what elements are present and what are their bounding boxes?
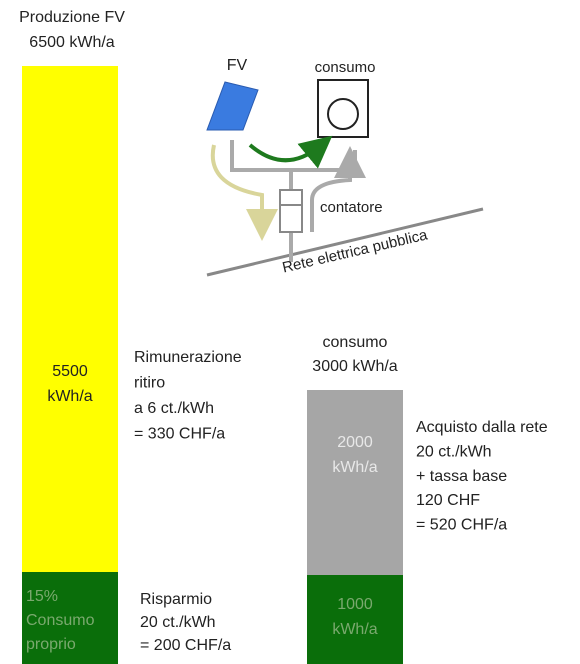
production-bar xyxy=(22,66,118,572)
purchase-note: + tassa base xyxy=(416,468,507,485)
self-use-label: 15% xyxy=(26,588,58,605)
grid-bar xyxy=(307,390,403,575)
consumer-label: consumo xyxy=(315,59,376,76)
feed-in-note: Rimunerazione xyxy=(134,349,242,366)
purchase-note: Acquisto dalla rete xyxy=(416,419,548,436)
feed-in-arrow xyxy=(210,144,278,241)
washer xyxy=(317,79,369,138)
fed-in-label: kWh/a xyxy=(47,388,92,405)
meter-label: contatore xyxy=(320,199,383,216)
consumption-title: consumo xyxy=(323,334,388,351)
purchase-note: 20 ct./kWh xyxy=(416,444,492,461)
own-label: 1000 xyxy=(337,596,373,613)
own-label: kWh/a xyxy=(332,621,377,638)
own-bar xyxy=(307,575,403,664)
grid-label: 2000 xyxy=(337,434,373,451)
grid-line xyxy=(206,207,484,277)
purchase-note: = 520 CHF/a xyxy=(416,516,507,533)
fed-in-label: 5500 xyxy=(52,363,88,380)
grid-label: kWh/a xyxy=(332,459,377,476)
savings-note: = 200 CHF/a xyxy=(140,637,231,654)
feed-in-note: a 6 ct./kWh xyxy=(134,400,214,417)
schematic: FV consumo contatore Rete elettrica pubb… xyxy=(206,57,484,277)
consumption-title: 3000 kWh/a xyxy=(312,358,397,375)
feed-in-note: = 330 CHF/a xyxy=(134,426,225,443)
self-use-label: proprio xyxy=(26,636,76,653)
self-use-bar xyxy=(22,572,118,664)
pv-panel xyxy=(206,81,259,131)
production-title: 6500 kWh/a xyxy=(29,34,114,51)
savings-note: 20 ct./kWh xyxy=(140,614,216,631)
washer-door xyxy=(327,98,359,130)
purchase-note: 120 CHF xyxy=(416,492,480,509)
self-use-arrow xyxy=(248,135,333,169)
meter xyxy=(279,189,303,233)
savings-note: Risparmio xyxy=(140,591,212,608)
self-use-label: Consumo xyxy=(26,612,95,629)
production-title: Produzione FV xyxy=(19,9,125,26)
purchase-arrow xyxy=(310,146,366,232)
pv-label: FV xyxy=(227,57,248,74)
feed-in-note: ritiro xyxy=(134,375,165,392)
